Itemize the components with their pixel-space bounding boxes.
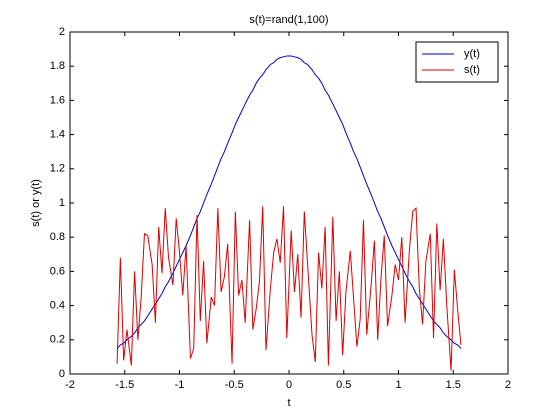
chart-title: s(t)=rand(1,100) (249, 14, 328, 26)
y-tick-label: 1.6 (50, 94, 65, 106)
x-axis-label: t (287, 397, 290, 409)
y-tick-label: 0.6 (50, 265, 65, 277)
y-tick-label: 0.4 (50, 300, 65, 312)
x-tick-label: 1 (395, 379, 401, 391)
x-tick-label: 2 (505, 379, 511, 391)
y-tick-label: 2 (59, 26, 65, 38)
y-tick-label: 1.4 (50, 129, 65, 141)
y-tick-label: 0.8 (50, 231, 65, 243)
legend-label: s(t) (464, 64, 480, 76)
x-tick-label: 0 (286, 379, 292, 391)
y-axis-label: s(t) or y(t) (30, 179, 42, 227)
x-tick-label: -1 (175, 379, 185, 391)
y-tick-label: 0 (59, 368, 65, 380)
y-tick-label: 1.8 (50, 60, 65, 72)
x-tick-label: -1.5 (115, 379, 134, 391)
x-tick-label: -0.5 (225, 379, 244, 391)
y-tick-label: 1.2 (50, 163, 65, 175)
x-tick-label: -2 (65, 379, 75, 391)
x-tick-label: 1.5 (446, 379, 461, 391)
series-line (116, 206, 462, 371)
legend-box (415, 41, 499, 83)
plot-box (69, 31, 509, 375)
legend-label: y(t) (464, 48, 480, 60)
y-tick-label: 0.2 (50, 334, 65, 346)
x-tick-label: 0.5 (336, 379, 351, 391)
y-tick-label: 1 (59, 197, 65, 209)
